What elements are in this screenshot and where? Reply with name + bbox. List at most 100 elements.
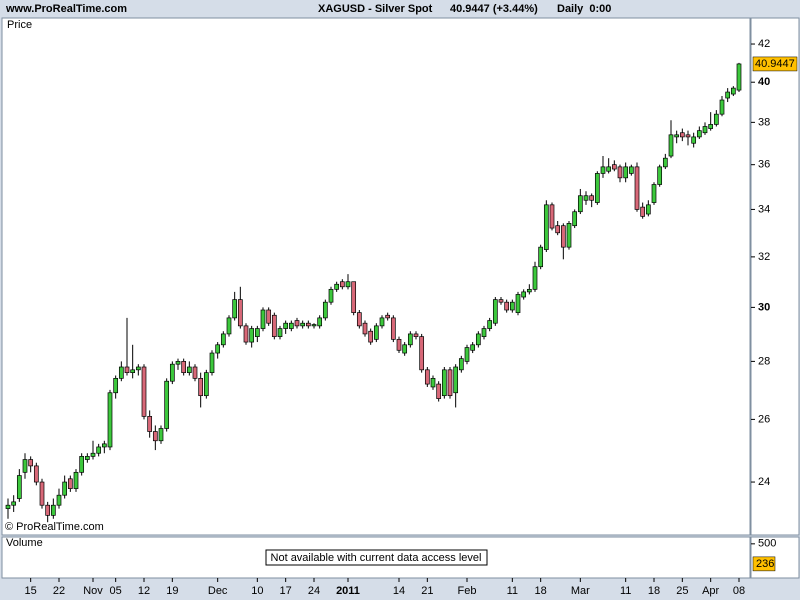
x-tick-label: 18: [648, 585, 660, 597]
candle-body: [96, 446, 102, 454]
candle-body: [22, 459, 28, 473]
y-tick-label: 40: [758, 76, 770, 88]
candle-body: [113, 377, 119, 394]
candle-body: [419, 336, 425, 371]
candle-body: [215, 344, 221, 354]
x-tick-label: 19: [166, 585, 178, 597]
candle-body: [708, 124, 714, 129]
candle-body: [583, 195, 589, 201]
x-tick-label: 11: [507, 585, 518, 597]
x-tick-label: Apr: [702, 585, 719, 597]
candle-body: [413, 333, 419, 337]
panel-label: Price: [7, 19, 32, 31]
quote: 40.9447 (+3.44%): [450, 3, 538, 15]
candle-body: [328, 288, 334, 303]
candle-body: [657, 166, 663, 185]
candle-body: [600, 166, 606, 174]
candle-body: [509, 301, 515, 311]
candle-body: [107, 392, 113, 448]
candle-body: [640, 206, 646, 217]
candle-body: [549, 204, 555, 229]
last-volume-box: [752, 556, 776, 572]
copyright: © ProRealTime.com: [5, 521, 104, 533]
candle-body: [402, 344, 408, 354]
candle-body: [713, 113, 719, 125]
candle-body: [492, 299, 498, 324]
candle-body: [532, 266, 538, 290]
note-box: [265, 549, 488, 566]
candle-body: [322, 301, 328, 319]
x-tick-label: 25: [676, 585, 688, 597]
candle-body: [560, 225, 566, 248]
candle-body: [691, 136, 697, 144]
candle-body: [226, 317, 232, 335]
candle-body: [555, 225, 561, 234]
x-tick-label: Feb: [458, 585, 477, 597]
candle-body: [73, 471, 79, 489]
candle-body: [634, 166, 640, 210]
volume-label: Volume: [6, 537, 43, 549]
candle-body: [101, 443, 107, 448]
candle-body: [39, 481, 45, 506]
candle-body: [572, 211, 578, 227]
candle-body: [424, 369, 430, 385]
candle-body: [158, 428, 164, 442]
x-tick-label: 24: [308, 585, 320, 597]
candle-body: [186, 366, 192, 374]
candle-body: [611, 164, 617, 170]
x-tick-label: 21: [421, 585, 433, 597]
candle-body: [430, 377, 436, 388]
candle-body: [407, 333, 413, 346]
candle-body: [594, 173, 600, 203]
x-tick-label: Mar: [571, 585, 590, 597]
candle-body: [62, 481, 68, 496]
candle-body: [254, 328, 260, 337]
candle-body: [271, 314, 277, 337]
candle-body: [232, 299, 238, 319]
candle-body: [334, 283, 340, 290]
candle-body: [617, 166, 623, 179]
candle-body: [288, 322, 294, 329]
candle-body: [521, 291, 527, 298]
candle-body: [651, 184, 657, 203]
candle-body: [385, 314, 391, 319]
candle-body: [203, 372, 209, 397]
candle-body: [33, 465, 39, 483]
candle-body: [736, 63, 742, 91]
candle-body: [67, 478, 73, 489]
candle-body: [498, 299, 504, 303]
candle-body: [90, 452, 96, 457]
candle-body: [294, 320, 300, 327]
candle-body: [50, 504, 56, 516]
candle-body: [5, 504, 11, 509]
candle-body: [175, 361, 181, 365]
candle-body: [339, 281, 345, 288]
candle-body: [379, 317, 385, 327]
candle-body: [436, 383, 442, 399]
candle-body: [390, 317, 396, 340]
candle-body: [181, 361, 187, 374]
x-tick-label: 05: [110, 585, 122, 597]
candle-body: [260, 309, 266, 329]
x-tick-label: Nov: [83, 585, 103, 597]
candle-body: [538, 246, 544, 268]
y-tick-label: 26: [758, 413, 770, 425]
y-tick-label: 24: [758, 476, 770, 488]
x-tick-label: 10: [251, 585, 263, 597]
candle-body: [300, 322, 306, 327]
period: Daily 0:00: [557, 3, 611, 15]
candle-body: [679, 132, 685, 138]
last-price-box: [752, 56, 798, 72]
candle-body: [135, 366, 141, 371]
candle-body: [515, 294, 521, 313]
candle-body: [702, 126, 708, 134]
candle-body: [464, 347, 470, 362]
x-tick-label: Dec: [208, 585, 228, 597]
candle-body: [362, 322, 368, 335]
candle-body: [45, 504, 51, 516]
candle-body: [577, 195, 583, 213]
candle-body: [141, 366, 147, 417]
candle-body: [373, 325, 379, 340]
candle-body: [192, 366, 198, 379]
